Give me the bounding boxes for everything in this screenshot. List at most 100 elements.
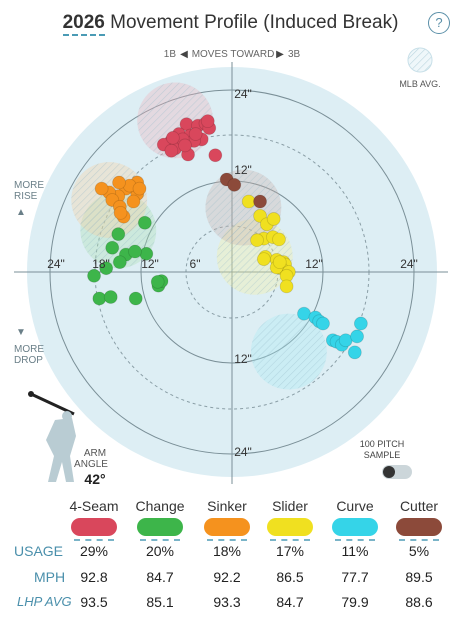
pitch-color-pill-5 bbox=[396, 518, 442, 536]
direction-left-arrow: ◀ bbox=[180, 49, 188, 60]
pitch-point-sinker[interactable] bbox=[132, 181, 147, 196]
pitch-pill-underline-2 bbox=[207, 539, 247, 541]
title-text: Movement Profile (Induced Break) bbox=[110, 12, 399, 33]
ring-label-24-top: 24" bbox=[234, 87, 252, 101]
pitch-point-4-seam[interactable] bbox=[188, 127, 203, 141]
ring-label-12-top: 12" bbox=[234, 163, 252, 177]
pitch-pill-underline-1 bbox=[140, 539, 180, 541]
pitch-point-4-seam[interactable] bbox=[165, 130, 180, 145]
direction-label: 1B ◀ MOVES TOWARD ▶ 3B bbox=[164, 49, 301, 60]
pitch-point-sinker[interactable] bbox=[112, 175, 126, 190]
lhp-avg-cell-2: 93.3 bbox=[213, 594, 241, 610]
pitch-pill-underline-4 bbox=[335, 539, 375, 541]
help-icon[interactable]: ? bbox=[428, 12, 450, 34]
pitch-name-4: Curve bbox=[336, 498, 374, 514]
pitch-point-change[interactable] bbox=[128, 244, 142, 259]
pitch-point-change[interactable] bbox=[105, 240, 120, 255]
lhp-avg-cell-4: 79.9 bbox=[341, 594, 369, 610]
usage-cell-1: 20% bbox=[145, 543, 175, 559]
mph-cell-2: 92.2 bbox=[213, 569, 241, 585]
pitch-point-change[interactable] bbox=[92, 291, 107, 306]
sample-toggle[interactable] bbox=[382, 465, 412, 479]
pitch-point-curve[interactable] bbox=[353, 316, 368, 331]
pitch-point-change[interactable] bbox=[150, 274, 165, 289]
pitch-point-4-seam[interactable] bbox=[178, 138, 192, 153]
lhp-avg-cell-5: 88.6 bbox=[405, 594, 433, 610]
pitch-point-slider[interactable] bbox=[279, 279, 294, 294]
mph-cell-3: 86.5 bbox=[276, 569, 304, 585]
direction-right-arrow: ▶ bbox=[276, 49, 284, 60]
pitch-name-2: Sinker bbox=[207, 498, 247, 514]
pitch-point-4-seam[interactable] bbox=[200, 114, 215, 129]
pitch-point-4-seam[interactable] bbox=[164, 143, 179, 158]
usage-cell-4: 11% bbox=[341, 543, 369, 559]
pitch-name-0: 4-Seam bbox=[69, 498, 119, 514]
arm-angle-label-2: ANGLE bbox=[74, 459, 108, 470]
pitch-color-pill-1 bbox=[137, 518, 183, 536]
ring-label-12-left: 12" bbox=[141, 257, 159, 271]
pitch-pill-underline-5 bbox=[399, 539, 439, 541]
ring-labels: 24" 12" 24" 18" 12" 6" 12" 24" 12" 24" bbox=[47, 87, 418, 459]
pitch-point-slider[interactable] bbox=[272, 255, 287, 270]
mph-cell-5: 89.5 bbox=[405, 569, 433, 585]
pitch-point-change[interactable] bbox=[128, 291, 143, 306]
arm-angle-label-1: ARM bbox=[84, 448, 106, 459]
pitch-pill-underline-3 bbox=[270, 539, 310, 541]
pitch-point-change[interactable] bbox=[112, 255, 127, 270]
pitch-color-pill-3 bbox=[267, 518, 313, 536]
direction-text: MOVES TOWARD bbox=[192, 49, 275, 60]
pitch-point-slider[interactable] bbox=[256, 252, 271, 267]
pitch-point-change[interactable] bbox=[137, 215, 152, 230]
ring-label-24-right: 24" bbox=[400, 257, 418, 271]
ring-label-12-right: 12" bbox=[305, 257, 323, 271]
pitch-point-slider[interactable] bbox=[250, 233, 264, 248]
pitch-point-curve[interactable] bbox=[347, 345, 362, 360]
usage-cell-3: 17% bbox=[275, 543, 305, 559]
pitch-point-curve[interactable] bbox=[350, 329, 364, 344]
more-rise-2: RISE bbox=[14, 191, 38, 202]
pitch-point-change[interactable] bbox=[103, 290, 118, 304]
pitch-point-curve[interactable] bbox=[316, 316, 330, 331]
chart-title: 2026 Movement Profile (Induced Break) bbox=[0, 12, 461, 36]
pitch-point-change[interactable] bbox=[99, 261, 114, 276]
movement-chart: 24" 12" 24" 18" 12" 6" 12" 24" 12" 24" 1… bbox=[14, 47, 448, 487]
pitch-color-pill-4 bbox=[332, 518, 378, 536]
pitch-point-sinker[interactable] bbox=[126, 194, 141, 209]
lhp-avg-cell-3: 84.7 bbox=[276, 594, 304, 610]
pitch-color-pill-0 bbox=[71, 518, 117, 536]
mph-row-label: MPH bbox=[34, 569, 66, 585]
direction-3b: 3B bbox=[288, 49, 301, 60]
arm-angle-value: 42° bbox=[84, 471, 105, 487]
direction-1b: 1B bbox=[164, 49, 177, 60]
pitch-point-4-seam[interactable] bbox=[208, 148, 223, 163]
lhp-avg-cell-0: 93.5 bbox=[80, 594, 108, 610]
pitch-name-5: Cutter bbox=[399, 498, 439, 514]
pitch-point-change[interactable] bbox=[111, 227, 126, 242]
mlb-avg-swatch bbox=[407, 47, 433, 73]
pitch-point-sinker[interactable] bbox=[113, 205, 128, 220]
ring-label-12-bottom: 12" bbox=[234, 352, 252, 366]
pitch-point-change[interactable] bbox=[87, 268, 101, 283]
pitch-pill-underline-0 bbox=[74, 539, 114, 541]
title-year: 2026 bbox=[62, 12, 105, 36]
pitch-point-sinker[interactable] bbox=[94, 181, 109, 196]
sample-label-2: SAMPLE bbox=[364, 450, 401, 460]
lhp-avg-cell-1: 85.1 bbox=[146, 594, 174, 610]
pitch-color-pill-2 bbox=[204, 518, 250, 536]
pitch-point-slider[interactable] bbox=[272, 232, 286, 247]
more-rise-1: MORE bbox=[14, 180, 44, 191]
ring-label-18-left: 18" bbox=[92, 257, 110, 271]
mph-cell-4: 77.7 bbox=[341, 569, 369, 585]
pitch-point-slider[interactable] bbox=[266, 212, 281, 226]
ring-label-24-bottom: 24" bbox=[234, 445, 252, 459]
pitcher-figure bbox=[28, 391, 76, 482]
pitch-name-3: Slider bbox=[272, 498, 308, 514]
ring-label-24-left: 24" bbox=[47, 257, 65, 271]
rise-arrow: ▲ bbox=[16, 207, 26, 218]
pitch-name-1: Change bbox=[135, 498, 185, 514]
sample-label-1: 100 PITCH bbox=[360, 439, 405, 449]
usage-cell-2: 18% bbox=[212, 543, 242, 559]
pitch-point-cutter[interactable] bbox=[227, 177, 242, 192]
pitch-point-cutter[interactable] bbox=[253, 194, 267, 209]
usage-cell-0: 29% bbox=[79, 543, 109, 559]
